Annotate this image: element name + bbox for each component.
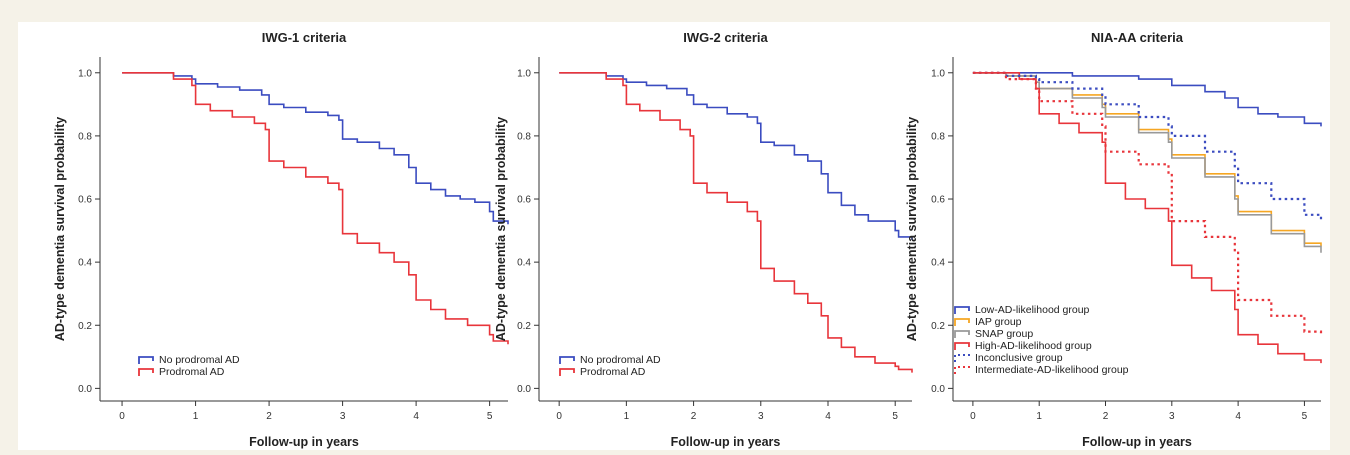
x-tick-label: 5 [892,411,898,422]
y-tick-label: 0.4 [78,258,92,269]
legend-label: High-AD-likelihood group [975,340,1092,352]
y-tick-label: 1.0 [931,68,945,79]
y-tick-label: 0.0 [78,384,92,395]
y-tick-label: 0.6 [78,195,92,206]
series-line-5 [972,71,1323,222]
y-axis-label: AD-type dementia survival probability [905,117,919,341]
y-tick-label: 0.6 [517,195,531,206]
legend-swatch [954,318,970,326]
legend-swatch [559,368,575,376]
series-line-2 [972,72,1322,247]
series-line-1 [559,72,913,240]
x-tick-label: 1 [624,411,630,422]
y-tick-label: 0.4 [931,258,945,269]
survival-figure: IWG-1 criteria 0.0 0.2 0.4 0.6 0.8 1.0 0 1 2 3 4 5 Fo… [18,22,1330,450]
legend-label: Intermediate-AD-likelihood group [975,364,1129,376]
x-tick-label: 2 [266,411,272,422]
chart-panel-2: IWG-2 criteria 0.0 0.2 0.4 0.6 0.8 1.0 0 1 2 3 4 5 Fo… [494,30,913,449]
legend-label: Inconclusive group [975,352,1063,364]
chart-title: NIA-AA criteria [1091,30,1184,45]
y-tick-label: 0.6 [931,195,945,206]
x-tick-label: 1 [1036,411,1042,422]
legend-label: No prodromal AD [159,354,240,366]
series-line-1 [122,72,509,225]
x-tick-label: 1 [193,411,199,422]
x-axis-label: Follow-up in years [671,435,781,449]
x-tick-label: 3 [758,411,764,422]
x-tick-label: 5 [487,411,493,422]
y-tick-label: 0.8 [78,131,92,142]
x-tick-label: 0 [119,411,125,422]
series-line-1 [972,72,1322,127]
legend-swatch [138,356,154,364]
series-line-3 [972,72,1322,253]
x-tick-label: 3 [1169,411,1175,422]
x-axis-label: Follow-up in years [249,435,359,449]
legend-swatch [954,354,970,362]
survival-charts-svg: IWG-1 criteria 0.0 0.2 0.4 0.6 0.8 1.0 0 1 2 3 4 5 Fo… [53,30,1323,449]
series-line-2 [559,72,913,373]
y-tick-label: 0.8 [931,131,945,142]
legend-swatch [954,306,970,314]
y-tick-label: 0.2 [931,321,945,332]
x-tick-label: 5 [1302,411,1308,422]
legend-label: Prodromal AD [159,366,225,378]
legend-label: SNAP group [975,328,1033,340]
series-line-4 [972,72,1322,364]
chart-title: IWG-2 criteria [683,30,768,45]
legend-label: No prodromal AD [580,354,661,366]
y-tick-label: 0.0 [931,384,945,395]
chart-panel-3: NIA-AA criteria 0.0 0.2 0.4 0.6 0.8 1.0 0 1 2 3 4 5 F… [905,30,1323,449]
y-axis-label: AD-type dementia survival probability [494,117,508,341]
legend-label: Low-AD-likelihood group [975,304,1090,316]
x-tick-label: 0 [556,411,562,422]
y-tick-label: 0.8 [517,131,531,142]
x-tick-label: 3 [340,411,346,422]
legend-swatch [954,366,970,374]
x-tick-label: 0 [970,411,976,422]
y-tick-label: 1.0 [78,68,92,79]
x-tick-label: 4 [825,411,831,422]
y-tick-label: 0.2 [78,321,92,332]
y-tick-label: 0.4 [517,258,531,269]
legend-swatch [138,368,154,376]
x-tick-label: 4 [1235,411,1241,422]
legend-label: Prodromal AD [580,366,646,378]
legend-swatch [954,342,970,350]
series-line-6 [972,71,1323,335]
series-line-2 [122,72,509,345]
y-tick-label: 0.0 [517,384,531,395]
legend-swatch [559,356,575,364]
legend-label: IAP group [975,316,1022,328]
y-tick-label: 0.2 [517,321,531,332]
x-tick-label: 2 [1103,411,1109,422]
y-axis-label: AD-type dementia survival probability [53,117,67,341]
chart-panel-1: IWG-1 criteria 0.0 0.2 0.4 0.6 0.8 1.0 0 1 2 3 4 5 Fo… [53,30,509,449]
x-axis-label: Follow-up in years [1082,435,1192,449]
y-tick-label: 1.0 [517,68,531,79]
legend-swatch [954,330,970,338]
chart-title: IWG-1 criteria [262,30,347,45]
x-tick-label: 2 [691,411,697,422]
x-tick-label: 4 [413,411,419,422]
